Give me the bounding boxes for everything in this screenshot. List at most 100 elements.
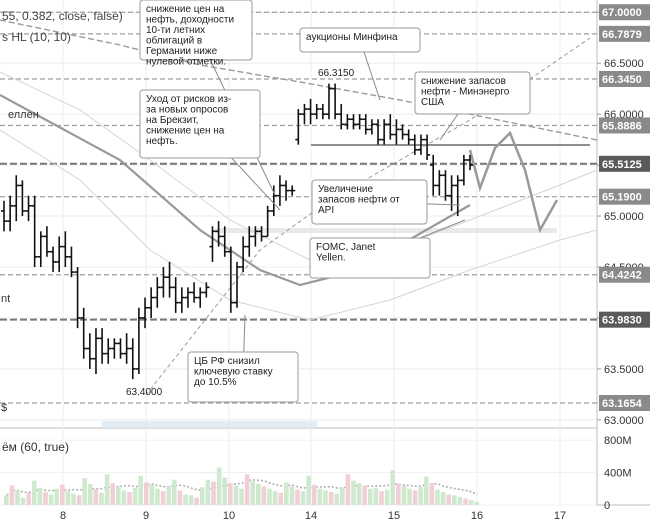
ohlc-bar [467,154,473,171]
ohlc-bar [252,226,259,247]
volume-bar [284,482,289,505]
callout: аукционы Минфина [299,27,421,101]
callout-text: нефть, доходности [146,14,234,26]
ohlc-bar [295,109,302,145]
volume-bar [121,490,127,505]
ohlc-bar [37,231,44,267]
volume-bar [435,489,440,505]
volume-bar [116,486,121,505]
volume-bar [424,476,429,505]
ohlc-bar [393,119,400,145]
edge-text: $ [1,402,7,414]
price-badge [599,394,650,411]
callout-text: до 10.5% [194,377,237,388]
ohlc-bar [270,185,277,217]
volume-bar [60,484,65,505]
ohlc-bar [135,307,142,374]
volume-bar [93,489,99,505]
volume-bar [468,500,474,505]
ohlc-bar [368,119,375,135]
volume-bar [222,477,227,505]
volume-bar [76,495,82,505]
volume-bar [54,488,59,505]
price-tick-label: 66.5000 [604,58,644,70]
volume-bar [300,491,306,505]
volume-bar [205,479,211,505]
ohlc-bar [221,226,228,257]
forecast-path [468,130,559,234]
volume-bar [474,501,479,505]
volume-bar [345,474,351,505]
ohlc-bar [424,134,431,160]
volume-bar [250,480,255,505]
ohlc-bar [184,287,191,308]
volume-bar [233,485,239,505]
volume-bar [194,497,199,505]
volume-bar [82,478,87,505]
edge-text: nt [1,293,10,305]
date-tick-label: 15 [388,510,400,522]
volume-bar [306,475,311,505]
ohlc-bar [454,175,461,217]
callout-box [311,179,428,225]
high-annotation: 66.3150 [318,68,355,79]
indicator-header: s HL (10, 10) [2,30,71,44]
ohlc-bar [56,236,63,273]
callout-text: нефть. [146,135,178,147]
volume-bar [368,488,373,505]
ohlc-bar [50,246,57,273]
volume-bar [183,494,188,505]
ohlc-bar [417,134,424,155]
price-badge-label: 63.1654 [602,398,643,410]
price-badge-label: 65.5125 [602,159,642,171]
volume-tick-label: 0 [604,500,610,512]
callout-box [139,0,253,61]
volume-bar [446,494,451,505]
ohlc-bar [74,266,81,329]
callout-text: FOMC, Janet [316,242,376,253]
volume-bar [362,485,367,505]
volume-bar [340,487,345,505]
ohlc-bar [227,246,234,313]
ohlc-bar [375,119,382,145]
ohlc-bar [240,236,247,273]
volume-bar [160,491,166,505]
ohlc-bar [43,226,50,257]
volume-bar [323,490,328,505]
volume-bar [177,490,183,505]
volume-bar [396,483,401,505]
ohlc-bar [387,114,394,140]
volume-bar [127,492,132,505]
callout-text: Германии ниже [146,46,218,57]
ohlc-bar [129,338,136,380]
callout-text: Увеличение [318,184,374,195]
callout-text: снижение цен на [146,4,225,15]
ohlc-bar [405,129,412,145]
volume-bar [132,487,138,505]
volume-bar [418,487,423,505]
callout-text: снижение запасов [421,76,506,87]
volume-bar [138,475,143,505]
price-badge [599,266,650,283]
volume-indicator-label: ём (60, true) [2,440,69,454]
volume-bar [429,483,435,505]
ohlc-bar [234,261,240,308]
ohlc-bar [301,103,308,125]
ohlc-bar [123,333,130,364]
callout-box [309,237,431,279]
ohlc-bar [350,114,357,130]
volume-tick-label: 400M [604,468,632,480]
price-tick-label: 65.0000 [604,211,644,223]
axes: 89101415161767.000066.500066.000065.5000… [1,4,650,522]
ohlc-bar [283,180,290,201]
volume-bar [4,495,9,505]
ohlc-bar [289,185,296,196]
volume-bar [278,492,283,505]
volume-bar [155,488,160,505]
volume-bar [88,483,93,505]
ohlc-bar [178,287,185,313]
